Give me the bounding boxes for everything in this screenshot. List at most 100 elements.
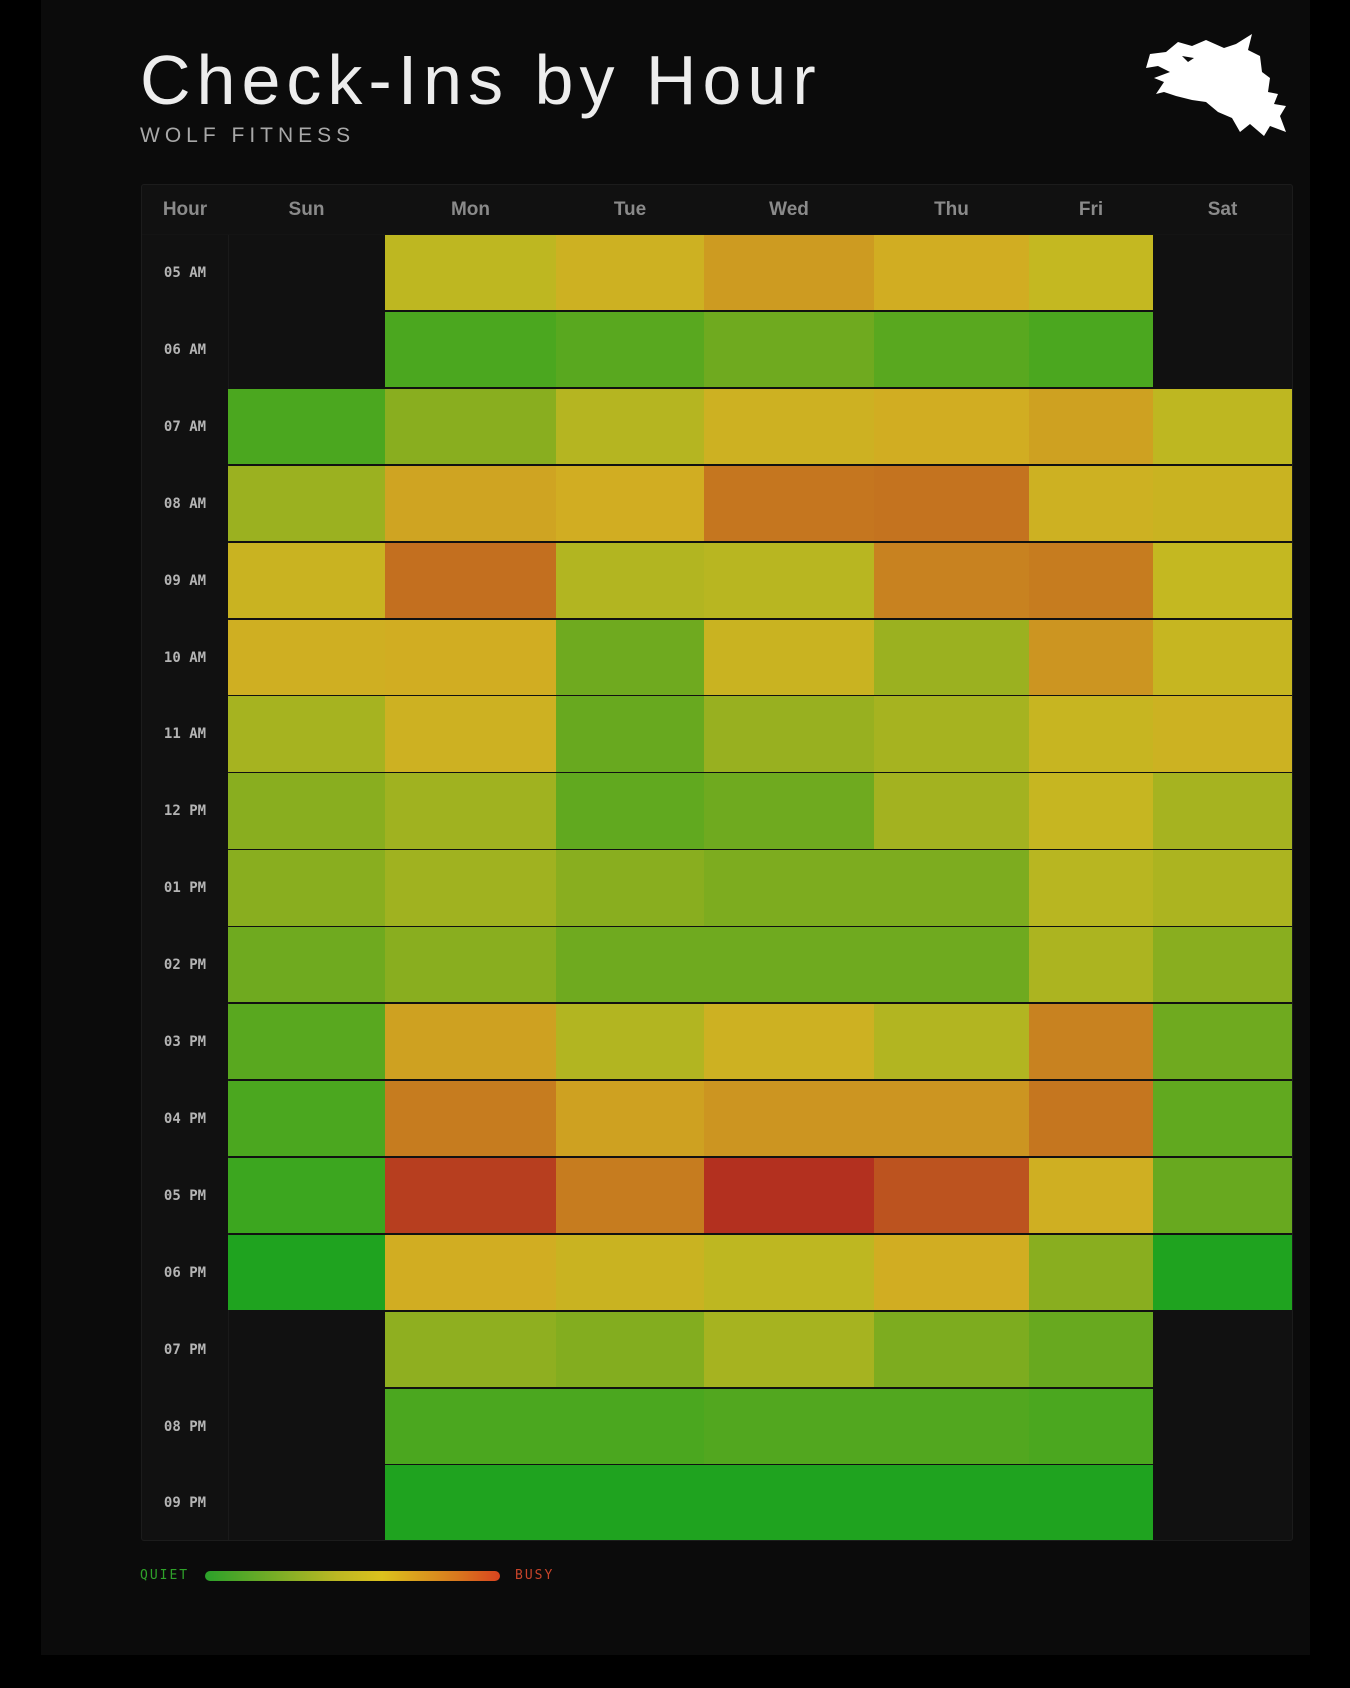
heatmap-cell	[385, 1234, 556, 1311]
heatmap-cell	[874, 465, 1029, 542]
heatmap-cell	[556, 1465, 704, 1540]
heatmap-cell	[1029, 1465, 1153, 1540]
heatmap-cell	[556, 1388, 704, 1464]
heatmap-cell	[1153, 1004, 1292, 1080]
heatmap-cell	[704, 1004, 874, 1080]
heatmap-cell	[704, 235, 874, 311]
heatmap-cell	[704, 388, 874, 465]
heatmap-cell	[1153, 465, 1292, 542]
heatmap-cell	[874, 1465, 1029, 1540]
heatmap-cell	[228, 1234, 385, 1311]
heatmap-cell	[385, 1004, 556, 1080]
heatmap-cell	[874, 1234, 1029, 1311]
heatmap-cell	[1029, 696, 1153, 772]
heatmap-cell	[556, 388, 704, 465]
heatmap-cell	[874, 696, 1029, 772]
legend-gradient-bar	[205, 1571, 500, 1581]
heatmap-cell	[874, 542, 1029, 618]
row-label: 12 PM	[163, 803, 207, 820]
row-label: 10 AM	[163, 649, 207, 666]
row-label: 05 PM	[163, 1187, 207, 1204]
chart-card: Check-Ins by Hour WOLF FITNESS Hour Sun Mo…	[41, 0, 1310, 1655]
legend-busy-label: BUSY	[515, 1568, 555, 1583]
row-label: 06 PM	[163, 1264, 207, 1281]
heatmap-cell	[1029, 1234, 1153, 1311]
column-header-thu: Thu	[934, 199, 969, 220]
heatmap-cell	[704, 311, 874, 388]
heatmap-grid: Hour Sun Mon Tue Wed Thu Fri Sat 05 AM 06 AM 07 AM…	[142, 185, 1292, 1540]
heatmap-cell	[556, 1080, 704, 1157]
heatmap-cell	[385, 773, 556, 849]
wolf-head-icon	[1146, 34, 1286, 136]
heatmap-cell	[556, 542, 704, 618]
heatmap-cell	[874, 1157, 1029, 1234]
heatmap-cell	[704, 1080, 874, 1157]
heatmap-cell	[385, 619, 556, 695]
heatmap-cell	[1153, 619, 1292, 695]
heatmap-cell	[704, 773, 874, 849]
heatmap-cell	[228, 850, 385, 926]
heatmap-cell	[1029, 1388, 1153, 1464]
heatmap-cell	[385, 1157, 556, 1234]
row-label: 07 PM	[163, 1341, 207, 1358]
legend: QUIET BUSY	[140, 1566, 640, 1586]
heatmap-cell	[385, 235, 556, 311]
row-label: 04 PM	[163, 1110, 207, 1127]
column-header-wed: Wed	[769, 199, 809, 220]
row-label: 09 PM	[163, 1495, 207, 1512]
heatmap-cell	[556, 311, 704, 388]
heatmap-cell	[556, 1157, 704, 1234]
heatmap-cell	[556, 773, 704, 849]
heatmap-cell	[556, 696, 704, 772]
column-header-sat: Sat	[1207, 199, 1238, 220]
heatmap-cell	[1153, 696, 1292, 772]
heatmap-cell	[1029, 1311, 1153, 1387]
column-header-tue: Tue	[613, 199, 647, 220]
chart-subtitle: WOLF FITNESS	[140, 124, 356, 147]
header-divider	[142, 234, 1292, 235]
heatmap-cell	[1029, 1157, 1153, 1234]
heatmap-cell	[228, 465, 385, 542]
heatmap-cell	[1029, 1004, 1153, 1080]
heatmap-cell	[1029, 235, 1153, 311]
heatmap: Hour Sun Mon Tue Wed Thu Fri Sat 05 AM 06 AM 07 AM…	[141, 184, 1293, 1541]
heatmap-cell	[874, 850, 1029, 926]
heatmap-cell	[1029, 927, 1153, 1003]
heatmap-cell	[556, 927, 704, 1003]
heatmap-cell	[1153, 927, 1292, 1003]
heatmap-cell	[1153, 1234, 1292, 1311]
heatmap-cell	[874, 619, 1029, 695]
heatmap-cell	[228, 619, 385, 695]
heatmap-cell	[704, 1465, 874, 1540]
heatmap-cell	[1153, 773, 1292, 849]
heatmap-cell	[874, 773, 1029, 849]
heatmap-cell	[874, 1311, 1029, 1387]
heatmap-cell	[385, 465, 556, 542]
heatmap-cell	[1029, 465, 1153, 542]
heatmap-cell	[556, 619, 704, 695]
heatmap-cell	[385, 927, 556, 1003]
row-label: 07 AM	[163, 418, 207, 435]
heatmap-cell	[556, 235, 704, 311]
heatmap-cell	[1153, 1080, 1292, 1157]
heatmap-cell	[704, 1388, 874, 1464]
heatmap-cell	[228, 773, 385, 849]
heatmap-cell	[1029, 542, 1153, 618]
row-label: 01 PM	[163, 880, 207, 897]
heatmap-cell	[385, 1080, 556, 1157]
heatmap-cell	[1153, 388, 1292, 465]
legend-quiet-label: QUIET	[140, 1568, 190, 1583]
heatmap-cell	[228, 1004, 385, 1080]
heatmap-cell	[704, 1234, 874, 1311]
row-label: 11 AM	[163, 726, 207, 743]
heatmap-cell	[556, 1004, 704, 1080]
chart-title: Check-Ins by Hour	[140, 41, 822, 119]
heatmap-cell	[228, 696, 385, 772]
heatmap-cell	[1029, 619, 1153, 695]
heatmap-cell	[385, 850, 556, 926]
heatmap-cell	[874, 1004, 1029, 1080]
column-header-fri: Fri	[1078, 199, 1104, 220]
heatmap-cell	[385, 1311, 556, 1387]
heatmap-cell	[874, 927, 1029, 1003]
heatmap-cell	[385, 696, 556, 772]
